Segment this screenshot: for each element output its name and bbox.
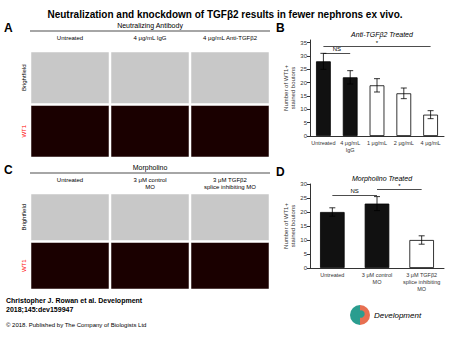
- svg-text:D: D: [276, 165, 285, 179]
- svg-text:Development: Development: [374, 311, 422, 320]
- svg-text:Neutralization and knockdown o: Neutralization and knockdown of TGFβ2 re…: [47, 9, 402, 20]
- svg-text:Number of WT1+: Number of WT1+: [283, 65, 289, 111]
- svg-text:NS: NS: [333, 46, 341, 52]
- svg-text:20: 20: [300, 209, 307, 215]
- svg-text:0: 0: [304, 265, 308, 271]
- svg-text:Anti-TGFβ2 Treated: Anti-TGFβ2 Treated: [350, 31, 414, 39]
- svg-text:25: 25: [300, 66, 307, 72]
- svg-text:Untreated: Untreated: [311, 140, 335, 146]
- svg-text:Brightfield: Brightfield: [21, 204, 27, 231]
- svg-text:*: *: [398, 183, 401, 189]
- svg-text:Untreated: Untreated: [57, 177, 83, 183]
- svg-text:30: 30: [300, 181, 307, 187]
- svg-text:25: 25: [300, 195, 307, 201]
- svg-text:MO: MO: [145, 184, 155, 190]
- svg-text:0: 0: [304, 133, 308, 139]
- svg-text:5: 5: [304, 251, 308, 257]
- svg-text:MO: MO: [417, 286, 427, 292]
- svg-text:3 μM control: 3 μM control: [362, 272, 392, 278]
- svg-text:4 μg/mL: 4 μg/mL: [421, 140, 441, 146]
- svg-text:splice inhibiting: splice inhibiting: [403, 279, 440, 285]
- svg-text:15: 15: [300, 223, 307, 229]
- svg-text:Untreated: Untreated: [320, 272, 344, 278]
- svg-text:B: B: [276, 21, 285, 35]
- svg-text:A: A: [4, 21, 13, 35]
- svg-text:10: 10: [300, 237, 307, 243]
- svg-text:2 μg/mL: 2 μg/mL: [394, 140, 414, 146]
- svg-text:*: *: [376, 40, 379, 46]
- svg-text:splice inhibiting MO: splice inhibiting MO: [204, 184, 256, 190]
- svg-text:Morpholino: Morpholino: [133, 164, 168, 172]
- svg-text:Brightfield: Brightfield: [21, 64, 27, 91]
- svg-text:Untreated: Untreated: [57, 35, 83, 41]
- svg-text:20: 20: [300, 80, 307, 86]
- svg-text:Number of WT1+: Number of WT1+: [283, 203, 289, 249]
- svg-text:MO: MO: [373, 279, 383, 285]
- svg-text:5: 5: [304, 120, 308, 126]
- svg-text:C: C: [4, 163, 13, 177]
- svg-text:Morpholino Treated: Morpholino Treated: [352, 175, 413, 183]
- svg-text:4 μg/mL: 4 μg/mL: [340, 140, 360, 146]
- svg-text:3 μM control: 3 μM control: [133, 177, 166, 183]
- svg-text:Christopher J. Rowan et al. De: Christopher J. Rowan et al. Development: [6, 297, 143, 305]
- svg-text:4 μg/mL Anti-TGFβ2: 4 μg/mL Anti-TGFβ2: [203, 35, 258, 41]
- svg-text:1 μg/mL: 1 μg/mL: [367, 140, 387, 146]
- svg-text:3 μM TGFβ2: 3 μM TGFβ2: [213, 177, 247, 183]
- svg-text:stained boutons: stained boutons: [290, 205, 296, 247]
- svg-text:stained boutons: stained boutons: [290, 67, 296, 109]
- svg-text:3 μM TGFβ2: 3 μM TGFβ2: [406, 272, 437, 278]
- svg-text:IgG: IgG: [346, 147, 355, 153]
- svg-text:4 μg/mL IgG: 4 μg/mL IgG: [134, 35, 167, 41]
- svg-text:2018;145:dev159947: 2018;145:dev159947: [6, 306, 73, 314]
- svg-text:© 2018. Published by The Compa: © 2018. Published by The Company of Biol…: [6, 322, 146, 328]
- svg-text:15: 15: [300, 93, 307, 99]
- svg-text:30: 30: [300, 53, 307, 59]
- svg-text:NS: NS: [350, 188, 358, 194]
- svg-text:35: 35: [300, 40, 307, 46]
- svg-text:10: 10: [300, 106, 307, 112]
- svg-text:Neutralizing Antibody: Neutralizing Antibody: [117, 22, 183, 30]
- svg-text:WT1: WT1: [21, 259, 27, 272]
- svg-text:WT1: WT1: [21, 124, 27, 137]
